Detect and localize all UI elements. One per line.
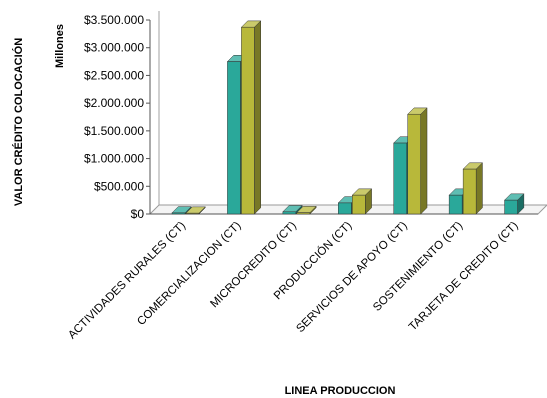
bar-front: [393, 142, 407, 215]
bar-front: [282, 211, 297, 215]
bar: [503, 193, 525, 215]
bar-side: [254, 20, 261, 215]
bar-front: [227, 61, 241, 215]
bar-side: [420, 107, 428, 215]
bar-side: [475, 162, 483, 215]
bar: [351, 188, 373, 215]
bar: [296, 205, 317, 215]
y-tick-label: $3.000.000: [84, 41, 144, 55]
y-tick-label: $2.500.000: [84, 68, 144, 82]
x-category-label: SERVICIOS DE APOYO (CT): [294, 220, 410, 336]
bar-front: [296, 212, 311, 215]
x-category-labels: ACTIVIDADES RURALES (CT)COMERCIALIZACION…: [66, 219, 521, 342]
x-category-label: COMERCIALIZACION (CT): [135, 220, 243, 328]
bar-front: [171, 212, 186, 215]
y-tick-label: $1.500.000: [84, 124, 144, 138]
bar: [407, 107, 428, 215]
bar-front: [462, 168, 477, 215]
bar: [462, 162, 484, 215]
bar-front: [407, 113, 421, 215]
bar-front: [504, 199, 518, 215]
bar-front: [241, 26, 255, 215]
chart-bars: [171, 20, 525, 215]
bar-front: [185, 212, 200, 215]
bar-front: [338, 202, 352, 215]
y-tick-label: $3.500.000: [84, 13, 144, 27]
y-tick-label: $500.000: [94, 179, 144, 193]
bar-front: [448, 194, 463, 215]
y-axis-title: VALOR CRÉDITO COLOCACIÓN: [12, 38, 25, 206]
x-axis-title: LINEA PRODUCCION: [285, 385, 396, 397]
bar-front: [352, 194, 366, 215]
chart-axes: [146, 11, 547, 215]
y-tick-label: $0: [131, 207, 145, 221]
y-tick-label: $1.000.000: [84, 152, 144, 166]
x-category-label: ACTIVIDADES RURALES (CT): [66, 220, 188, 342]
y-tick-label: $2.000.000: [84, 96, 144, 110]
bar: [171, 205, 192, 215]
x-category-label: SOSTENIMIENTO (CT): [371, 220, 465, 314]
y-axis-units: Millones: [54, 24, 66, 68]
y-tick-labels: $0 $500.000 $1.000.000 $1.500.000 $2.000.000…: [84, 13, 144, 221]
x-category-label: TARJETA DE CREDITO (CT): [407, 220, 521, 334]
bar: [240, 20, 262, 215]
bar: [185, 206, 206, 215]
